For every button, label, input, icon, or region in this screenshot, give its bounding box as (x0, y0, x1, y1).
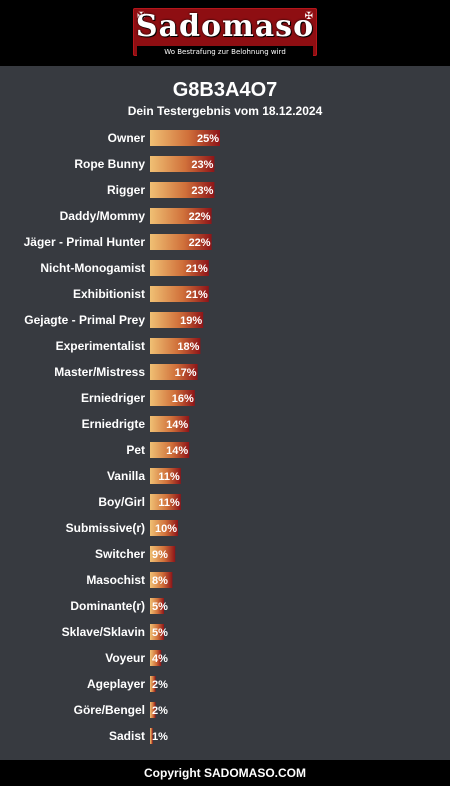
value-label: 16% (172, 393, 194, 405)
result-bar (150, 130, 220, 146)
result-bar (150, 364, 198, 380)
category-label: Rigger (107, 183, 145, 197)
result-bar (150, 572, 173, 588)
cross-ornament-icon: ✠ (137, 11, 146, 22)
result-bar (150, 598, 164, 614)
result-bar (150, 234, 212, 250)
result-bar (150, 208, 212, 224)
category-label: Ageplayer (87, 677, 145, 691)
category-label: Sadist (109, 729, 145, 743)
result-bar (150, 156, 215, 172)
value-label: 21% (186, 263, 208, 275)
result-bar (150, 520, 178, 536)
category-label: Vanilla (107, 469, 145, 483)
value-label: 23% (191, 159, 213, 171)
footer-copyright: Copyright SADOMASO.COM (0, 760, 450, 786)
category-label: Experimentalist (56, 339, 145, 353)
value-label: 14% (166, 445, 188, 457)
category-label: Submissive(r) (66, 521, 145, 535)
category-label: Erniedriger (81, 391, 145, 405)
category-label: Pet (126, 443, 145, 457)
result-bar (150, 286, 209, 302)
category-label: Jäger - Primal Hunter (24, 235, 146, 249)
value-label: 11% (158, 471, 180, 483)
category-label: Rope Bunny (74, 157, 145, 171)
category-label: Göre/Bengel (74, 703, 145, 717)
result-bar (150, 676, 156, 692)
value-label: 2% (152, 679, 168, 691)
value-label: 25% (197, 133, 219, 145)
result-bar (150, 182, 215, 198)
category-label: Owner (108, 131, 146, 145)
value-label: 1% (152, 731, 168, 743)
result-bar (150, 624, 164, 640)
result-bar (150, 338, 201, 354)
value-label: 10% (155, 523, 177, 535)
category-label: Master/Mistress (54, 365, 145, 379)
value-label: 8% (152, 575, 168, 587)
category-label: Exhibitionist (73, 287, 145, 301)
result-bar (150, 312, 204, 328)
result-bar-chart: Owner 25% Rope Bunny 23% Rigger 23% Daddy/Momm… (24, 130, 220, 744)
category-label: Voyeur (105, 651, 145, 665)
category-label: Nicht-Monogamist (40, 261, 145, 275)
result-bar (150, 468, 181, 484)
category-label: Erniedrigte (82, 417, 146, 431)
value-label: 5% (152, 601, 168, 613)
site-header: ✠ ✠ Sadomaso Wo Bestrafung zur Belohnung… (0, 0, 450, 66)
category-label: Masochist (86, 573, 145, 587)
result-code: G8B3A4O7 (172, 79, 278, 101)
logo-wordmark: Sadomaso (135, 9, 315, 44)
value-label: 4% (152, 653, 168, 665)
result-bar (150, 546, 176, 562)
value-label: 11% (158, 497, 180, 509)
category-label: Dominante(r) (70, 599, 145, 613)
result-bar (150, 260, 209, 276)
value-label: 5% (152, 627, 168, 639)
result-bar (150, 442, 190, 458)
result-bar (150, 650, 162, 666)
result-bar (150, 728, 153, 744)
result-panel: G8B3A4O7 Dein Testergebnis vom 18.12.202… (0, 66, 450, 760)
result-bar (150, 494, 181, 510)
value-label: 22% (189, 237, 211, 249)
value-label: 21% (186, 289, 208, 301)
value-label: 9% (152, 549, 168, 561)
category-label: Gejagte - Primal Prey (24, 313, 145, 327)
category-label: Switcher (95, 547, 145, 561)
category-label: Sklave/Sklavin (62, 625, 145, 639)
value-label: 14% (166, 419, 188, 431)
category-label: Boy/Girl (98, 495, 145, 509)
result-subtitle: Dein Testergebnis vom 18.12.2024 (127, 104, 323, 118)
site-logo[interactable]: ✠ ✠ Sadomaso Wo Bestrafung zur Belohnung… (133, 8, 317, 58)
value-label: 19% (180, 315, 202, 327)
value-label: 18% (177, 341, 199, 353)
result-bar (150, 702, 156, 718)
value-label: 22% (189, 211, 211, 223)
result-bar (150, 416, 190, 432)
result-bar (150, 390, 195, 406)
category-label: Daddy/Mommy (60, 209, 146, 223)
value-label: 17% (175, 367, 197, 379)
value-label: 23% (191, 185, 213, 197)
value-label: 2% (152, 705, 168, 717)
logo-tagline: Wo Bestrafung zur Belohnung wird (137, 46, 313, 58)
cross-ornament-icon: ✠ (304, 11, 313, 22)
